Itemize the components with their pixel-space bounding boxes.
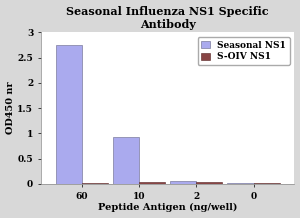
Bar (113, 137, 139, 184)
Bar (170, 181, 196, 184)
Bar (56, 45, 82, 184)
Bar (139, 182, 165, 184)
Bar (227, 183, 254, 184)
Legend: Seasonal NS1, S-OIV NS1: Seasonal NS1, S-OIV NS1 (198, 37, 290, 65)
Y-axis label: OD450 nr: OD450 nr (6, 82, 15, 135)
Bar (254, 183, 280, 184)
Title: Seasonal Influenza NS1 Specific
Antibody: Seasonal Influenza NS1 Specific Antibody (66, 5, 269, 30)
Bar (82, 183, 108, 184)
X-axis label: Peptide Antigen (ng/well): Peptide Antigen (ng/well) (98, 203, 237, 213)
Bar (196, 182, 223, 184)
